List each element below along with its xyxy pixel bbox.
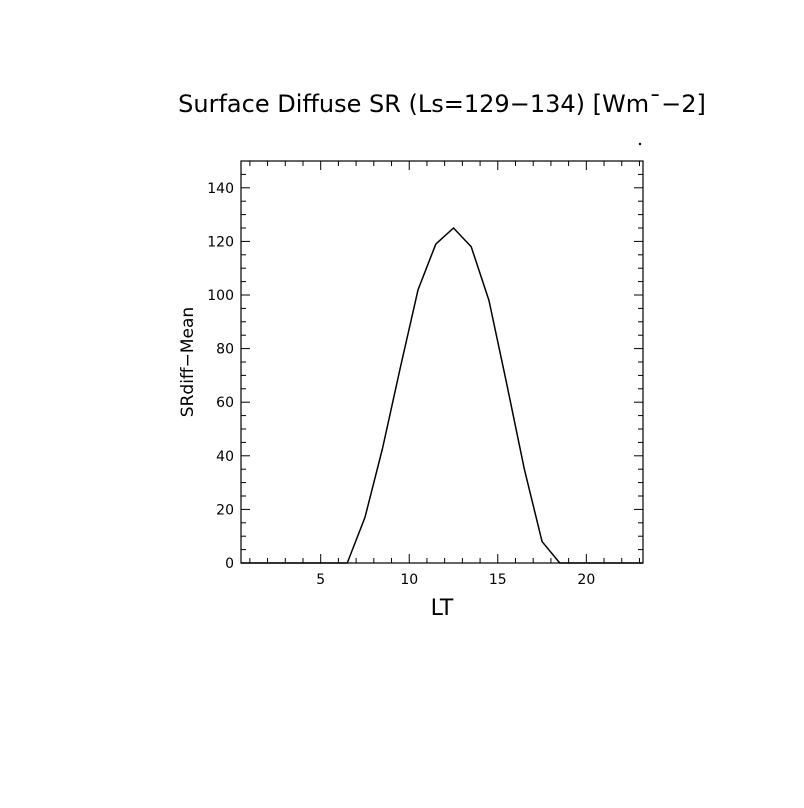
corner-dot bbox=[638, 142, 642, 146]
y-tick-label: 140 bbox=[207, 181, 234, 197]
series-line bbox=[241, 226, 643, 564]
axis-tick-labels: 5 10 15 20 0 20 40 60 80 100 120 140 bbox=[207, 181, 595, 588]
y-tick-label: 20 bbox=[216, 502, 234, 518]
y-tick-label: 120 bbox=[207, 234, 234, 250]
x-axis-label: LT bbox=[431, 596, 454, 621]
y-tick-label: 80 bbox=[216, 342, 234, 358]
y-axis-label: SRdiff−Mean bbox=[178, 307, 198, 417]
y-tick-label: 0 bbox=[225, 556, 234, 572]
y-tick-label: 100 bbox=[207, 288, 234, 304]
chart-title: Surface Diffuse SR (Ls=129−134) [Wm¯−2] bbox=[178, 90, 706, 118]
x-tick-label: 10 bbox=[400, 572, 418, 588]
y-tick-label: 60 bbox=[216, 395, 234, 411]
y-tick-label: 40 bbox=[216, 449, 234, 465]
axis-ticks bbox=[241, 160, 643, 564]
x-tick-label: 15 bbox=[489, 572, 507, 588]
x-tick-label: 20 bbox=[577, 572, 595, 588]
x-tick-label: 5 bbox=[316, 572, 325, 588]
